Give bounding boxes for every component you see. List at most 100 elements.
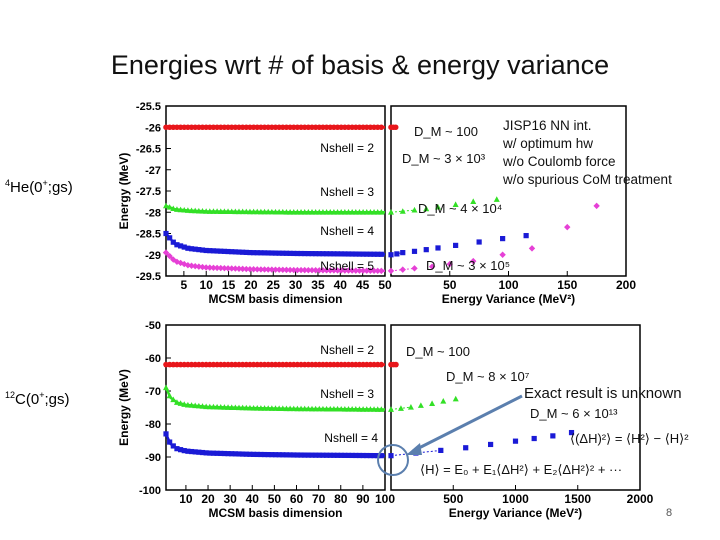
x-tick-label: 500 (443, 492, 463, 506)
data-point (308, 267, 316, 274)
data-point (338, 267, 345, 274)
data-point (338, 251, 344, 257)
data-point (345, 267, 352, 274)
x-tick-label: 100 (375, 492, 395, 506)
data-point (411, 265, 418, 272)
data-point (251, 250, 257, 256)
data-point (378, 453, 384, 459)
data-point (378, 267, 385, 275)
data-point (523, 233, 529, 239)
data-point (185, 448, 191, 454)
extrapolation-line (390, 406, 411, 410)
data-point (210, 264, 217, 271)
annotation-layer: JISP16 NN int. w/ optimum hw w/o Coulomb f… (377, 118, 689, 477)
x-tick-label: 150 (557, 278, 577, 292)
data-point (177, 206, 184, 213)
series-nshell3 (163, 384, 386, 412)
y-axis-label: Energy (MeV) (117, 153, 131, 230)
x-tick-label: 50 (443, 278, 457, 292)
data-point (283, 452, 290, 458)
data-point (170, 239, 176, 245)
data-point (291, 250, 297, 257)
he4-variance-panel: 50 100 150 200 Energy Variance (MeV²) D_M ~ 1… (387, 105, 636, 306)
data-point (283, 266, 290, 274)
x-tick-label: 90 (356, 492, 370, 506)
data-point (393, 361, 399, 368)
data-point (218, 248, 224, 254)
data-point (359, 267, 367, 274)
data-point (243, 451, 249, 457)
highlight-circle (377, 444, 409, 476)
data-point (280, 250, 286, 256)
data-point (287, 452, 293, 458)
data-point (166, 204, 173, 210)
data-point (207, 450, 213, 456)
series-nshell3 (388, 196, 500, 215)
data-point (232, 249, 238, 255)
data-point (342, 452, 348, 458)
series-label-nshell3: Nshell = 3 (320, 185, 374, 199)
x-tick-label: 20 (201, 492, 215, 506)
data-point (327, 267, 334, 274)
y-tick-label: -50 (145, 320, 161, 332)
data-point (275, 266, 283, 273)
legend-line: w/ optimum hw (502, 136, 593, 151)
data-point (370, 267, 378, 274)
legend-line: w/o spurious CoM treatment (502, 172, 672, 187)
pointer-arrow-head (406, 443, 422, 455)
data-point (378, 406, 385, 412)
dimension-label-nshell4: D_M ~ 4 × 10⁴ (418, 201, 502, 216)
data-point (411, 206, 418, 213)
data-point (388, 453, 394, 459)
data-point (400, 250, 406, 256)
dimension-label-nshell5: D_M ~ 3 × 10⁵ (426, 258, 510, 273)
data-point (213, 264, 221, 272)
data-point (184, 207, 191, 213)
data-point (214, 248, 220, 254)
data-point (334, 267, 341, 274)
x-tick-label: 50 (268, 492, 282, 506)
data-point (181, 244, 187, 250)
data-point (269, 452, 275, 458)
data-point (167, 439, 173, 445)
data-point (331, 452, 337, 458)
data-point (163, 384, 169, 391)
data-point (313, 251, 319, 257)
data-point (224, 265, 232, 272)
x-tick-label: 5 (181, 278, 188, 292)
data-point (298, 250, 304, 257)
variance-formula: ⟨(ΔH)²⟩ = ⟨H²⟩ − ⟨H⟩² (570, 431, 689, 446)
data-point (286, 266, 294, 274)
data-point (360, 251, 366, 257)
data-point (173, 399, 180, 405)
data-point (265, 250, 271, 256)
data-point (163, 230, 169, 237)
data-point (323, 267, 330, 274)
data-point (192, 262, 199, 270)
data-point (316, 452, 322, 458)
series-label-nshell2: Nshell = 2 (320, 141, 374, 155)
data-point (429, 400, 436, 406)
data-point (399, 208, 406, 214)
series-label-nshell3: Nshell = 3 (320, 387, 374, 401)
data-point (327, 251, 333, 257)
data-point (309, 251, 315, 257)
data-point (199, 247, 206, 253)
data-point (500, 236, 506, 242)
data-point (236, 451, 242, 457)
data-point (374, 267, 381, 275)
data-point (272, 250, 279, 256)
x-tick-label: 15 (222, 278, 236, 292)
data-point (225, 451, 231, 457)
data-point (388, 209, 394, 215)
data-point (221, 450, 227, 457)
data-point (470, 198, 477, 205)
x-tick-label: 200 (616, 278, 636, 292)
series-nshell4 (163, 230, 386, 257)
data-point (407, 403, 414, 410)
data-point (338, 452, 344, 458)
data-point (378, 124, 385, 131)
data-point (243, 249, 249, 256)
data-point (423, 205, 430, 212)
data-point (178, 243, 184, 249)
